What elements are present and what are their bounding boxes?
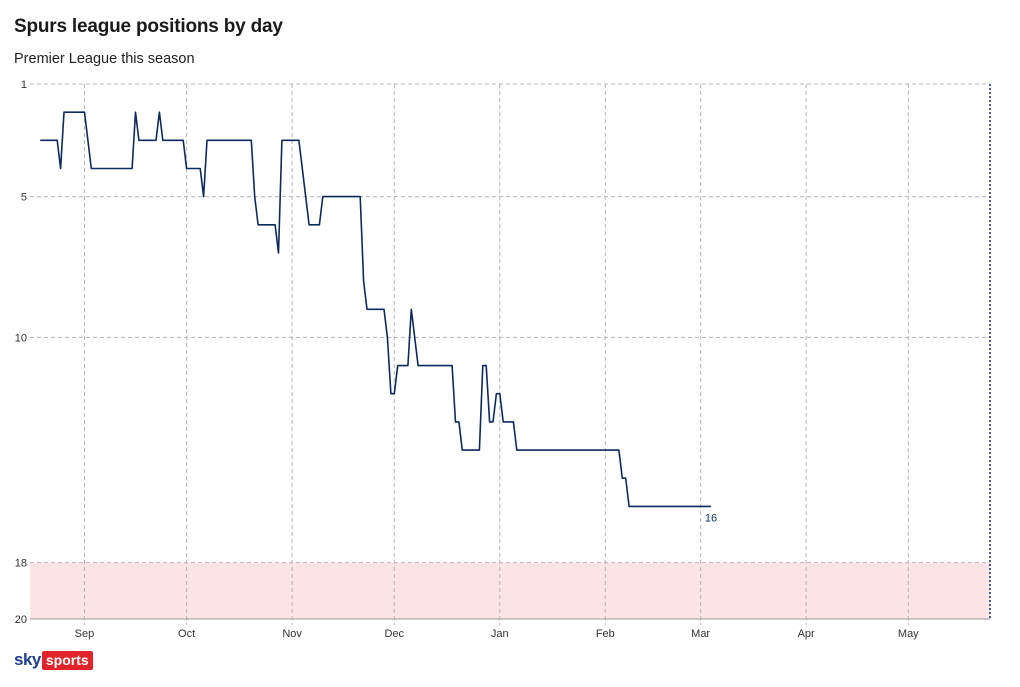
x-tick-label-may: May (898, 628, 919, 640)
x-tick-label-sep: Sep (75, 628, 95, 640)
axes-layer: 1 5 10 18 20 Sep Oct Nov Dec Jan Feb Mar Apr May (15, 79, 990, 640)
position-series-line (40, 111, 711, 508)
y-tick-label-10: 10 (15, 332, 27, 344)
relegation-zone-band (30, 562, 990, 619)
sports-logo-badge: sports (41, 650, 93, 670)
x-tick-label-nov: Nov (282, 628, 302, 640)
sky-logo-text: sky (14, 650, 41, 669)
chart-title: Spurs league positions by day (14, 16, 283, 37)
x-tick-label-apr: Apr (798, 628, 815, 640)
x-tick-label-jan: Jan (491, 628, 509, 640)
y-tick-label-18: 18 (15, 558, 27, 570)
chart-subtitle: Premier League this season (14, 51, 195, 67)
end-value-label: 16 (705, 512, 717, 524)
bands-layer (30, 562, 990, 619)
y-tick-label-20: 20 (15, 614, 27, 626)
labels-layer: 16 (705, 512, 717, 524)
grid-layer (30, 83, 991, 625)
x-tick-label-dec: Dec (384, 628, 404, 640)
sky-sports-logo: sky sports (14, 650, 93, 670)
y-tick-label-5: 5 (21, 192, 27, 204)
x-tick-label-feb: Feb (596, 628, 615, 640)
series-layer (40, 111, 711, 508)
y-tick-label-1: 1 (21, 79, 27, 91)
x-tick-label-mar: Mar (691, 628, 710, 640)
x-tick-label-oct: Oct (178, 628, 195, 640)
